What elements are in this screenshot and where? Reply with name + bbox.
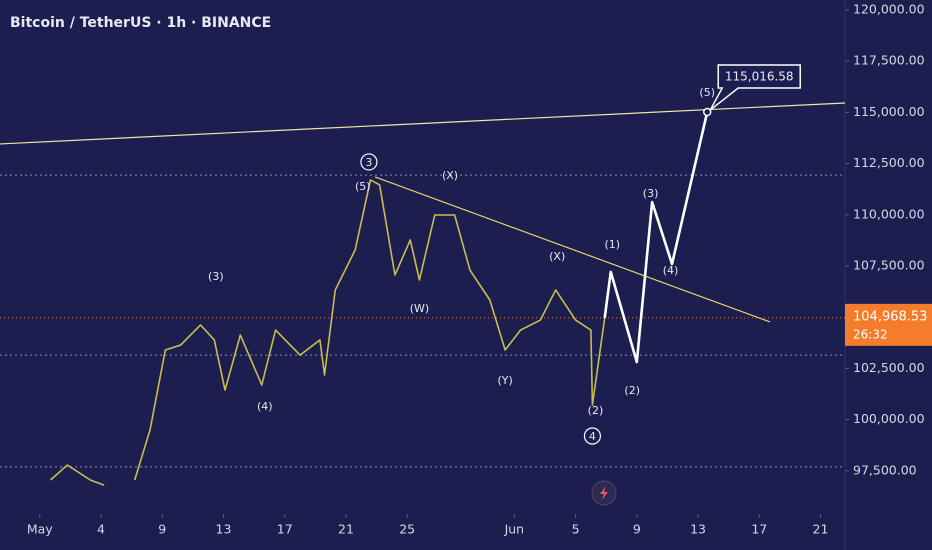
wave-label: (5) [355,180,371,193]
wave-label: (2) [624,384,640,397]
wave-label: (X) [442,169,458,182]
wave-label: (1) [605,238,621,251]
x-tick-label: 25 [399,522,415,537]
x-tick-label: 21 [813,522,829,537]
last-price-label: 104,968.53 [853,309,927,324]
y-tick-label: 115,000.00 [853,104,925,119]
y-tick-label: 117,500.00 [853,53,925,68]
x-tick-label: 21 [338,522,354,537]
y-tick-label: 97,500.00 [853,462,917,477]
wave-label: (4) [257,400,273,413]
target-point [702,107,712,117]
y-tick-label: 107,500.00 [853,257,925,272]
last-price-box [845,303,932,346]
chart-title: Bitcoin / TetherUS · 1h · BINANCE [10,15,271,31]
flash-icon[interactable] [591,480,617,506]
wave-label: 4 [589,430,596,443]
price-line [133,179,606,481]
y-tick-label: 100,000.00 [853,411,925,426]
y-tick-label: 112,500.00 [853,155,925,170]
wave-label: (X) [549,250,565,263]
y-tick-label: 110,000.00 [853,206,925,221]
wave-circle [360,153,378,171]
wave-label: (2) [588,404,604,417]
x-tick-label: 13 [690,522,706,537]
price-line [49,464,105,486]
projection-line [603,111,709,364]
x-tick-label: 9 [633,522,641,537]
x-tick-label: 17 [751,522,767,537]
callout-box [709,64,801,111]
countdown-label: 26:32 [853,327,888,341]
x-tick-label: 17 [277,522,293,537]
wave-label: (3) [643,187,659,200]
x-tick-label: May [27,522,53,537]
wave-label: 3 [365,156,372,169]
wave-label: (W) [410,302,429,315]
callout-label: 115,016.58 [725,70,794,84]
x-tick-label: 9 [158,522,166,537]
wave-circle [583,427,602,445]
trendline [374,176,771,323]
wave-label: (Y) [498,374,513,387]
y-tick-label: 120,000.00 [853,1,925,16]
wave-label: (4) [663,264,679,277]
x-tick-label: 13 [216,522,232,537]
wave-label: (3) [208,270,224,283]
wave-label: (5) [699,86,715,99]
x-tick-label: 4 [97,522,105,537]
x-tick-label: Jun [504,522,525,537]
x-tick-label: 5 [572,522,580,537]
y-tick-label: 102,500.00 [853,360,925,375]
